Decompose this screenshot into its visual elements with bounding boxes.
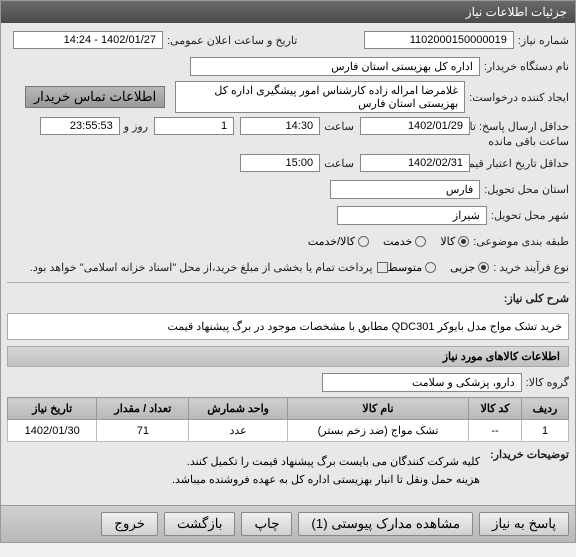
buyer-value: اداره کل بهزیستی استان فارس: [190, 57, 480, 76]
group-value: دارو، پزشکی و سلامت: [322, 373, 522, 392]
validity-label: حداقل تاریخ اعتبار قیمت: تا تاریخ:: [474, 157, 569, 170]
process-radio-minor[interactable]: [478, 262, 489, 273]
col-date: تاریخ نیاز: [8, 398, 97, 420]
col-code: کد کالا: [469, 398, 522, 420]
footer-toolbar: پاسخ به نیاز مشاهده مدارک پیوستی (1) چاپ…: [1, 505, 575, 542]
requester-value: غلامرضا امراله زاده کارشناس امور پیشگیری…: [175, 81, 465, 113]
content-area: شماره نیاز: 1102000150000019 تاریخ و ساع…: [1, 23, 575, 505]
need-details-window: جزئیات اطلاعات نیاز شماره نیاز: 11020001…: [0, 0, 576, 543]
announce-label: تاریخ و ساعت اعلان عمومی:: [167, 34, 297, 47]
process-radio-group: جزیی متوسط: [388, 261, 490, 274]
deadline-day-label: روز و: [124, 120, 148, 133]
print-button[interactable]: چاپ: [241, 512, 292, 536]
attachments-button[interactable]: مشاهده مدارک پیوستی (1): [298, 512, 473, 536]
process-note: پرداخت تمام یا بخشی از مبلغ خرید،از محل …: [30, 261, 373, 274]
cell-qty: 71: [97, 420, 189, 442]
buyer-notes: کلیه شرکت کنندگان می بایست برگ پیشنهاد ق…: [166, 448, 486, 495]
col-unit: واحد شمارش: [189, 398, 288, 420]
cell-date: 1402/01/30: [8, 420, 97, 442]
table-row[interactable]: 1 -- تشک مواج (ضد زخم بستر) عدد 71 1402/…: [8, 420, 569, 442]
city-value: شیراز: [337, 206, 487, 225]
buyer-contact-button[interactable]: اطلاعات تماس خریدار: [25, 86, 165, 108]
validity-time: 15:00: [240, 154, 320, 172]
group-label: گروه کالا:: [526, 376, 569, 389]
col-qty: تعداد / مقدار: [97, 398, 189, 420]
process-opt-0: جزیی: [450, 261, 475, 274]
notes-label: توضیحات خریدار:: [490, 448, 569, 461]
note-line-1: کلیه شرکت کنندگان می بایست برگ پیشنهاد ق…: [172, 454, 480, 472]
window-titlebar: جزئیات اطلاعات نیاز: [1, 1, 575, 23]
category-radio-both[interactable]: [358, 236, 369, 247]
category-opt-2: کالا/خدمت: [308, 235, 355, 248]
requester-label: ایجاد کننده درخواست:: [469, 91, 569, 104]
col-row: ردیف: [522, 398, 569, 420]
validity-date: 1402/02/31: [360, 154, 470, 172]
cell-name: تشک مواج (ضد زخم بستر): [287, 420, 468, 442]
category-radio-service[interactable]: [415, 236, 426, 247]
window-title: جزئیات اطلاعات نیاز: [466, 5, 567, 19]
city-label: شهر محل تحویل:: [491, 209, 569, 222]
category-opt-0: کالا: [440, 235, 455, 248]
cell-unit: عدد: [189, 420, 288, 442]
category-label: طبقه بندی موضوعی:: [473, 235, 569, 248]
need-no-value: 1102000150000019: [364, 31, 514, 49]
need-no-label: شماره نیاز:: [518, 34, 569, 47]
deadline-remain-label: ساعت باقی مانده: [488, 135, 569, 148]
deadline-day: 1: [154, 117, 234, 135]
category-opt-1: خدمت: [383, 235, 412, 248]
category-radio-goods[interactable]: [458, 236, 469, 247]
exit-button[interactable]: خروج: [101, 512, 158, 536]
summary-label: شرح کلی نیاز:: [504, 292, 569, 305]
category-radio-group: کالا خدمت کالا/خدمت: [308, 235, 469, 248]
announce-value: 1402/01/27 - 14:24: [13, 31, 163, 49]
table-header-row: ردیف کد کالا نام کالا واحد شمارش تعداد /…: [8, 398, 569, 420]
note-line-2: هزینه حمل ونقل تا انبار بهزیستی اداره کل…: [172, 472, 480, 490]
buyer-label: نام دستگاه خریدار:: [484, 60, 569, 73]
deadline-date: 1402/01/29: [360, 117, 470, 135]
deadline-time: 14:30: [240, 117, 320, 135]
province-label: استان محل تحویل:: [484, 183, 569, 196]
respond-button[interactable]: پاسخ به نیاز: [479, 512, 569, 536]
process-radio-medium[interactable]: [425, 262, 436, 273]
items-table: ردیف کد کالا نام کالا واحد شمارش تعداد /…: [7, 397, 569, 442]
col-name: نام کالا: [287, 398, 468, 420]
treasury-checkbox[interactable]: [377, 262, 388, 273]
deadline-label: حداقل ارسال پاسخ: تا تاریخ:: [474, 120, 569, 133]
deadline-time-label: ساعت: [324, 120, 354, 133]
back-button[interactable]: بازگشت: [164, 512, 236, 536]
deadline-remain: 23:55:53: [40, 117, 120, 135]
validity-time-label: ساعت: [324, 157, 354, 170]
process-label: نوع فرآیند خرید :: [493, 261, 569, 274]
cell-row: 1: [522, 420, 569, 442]
province-value: فارس: [330, 180, 480, 199]
items-section-header: اطلاعات کالاهای مورد نیاز: [7, 346, 569, 367]
summary-text: خرید تشک مواج مدل بایوکر QDC301 مطابق با…: [7, 313, 569, 340]
cell-code: --: [469, 420, 522, 442]
process-opt-1: متوسط: [388, 261, 423, 274]
